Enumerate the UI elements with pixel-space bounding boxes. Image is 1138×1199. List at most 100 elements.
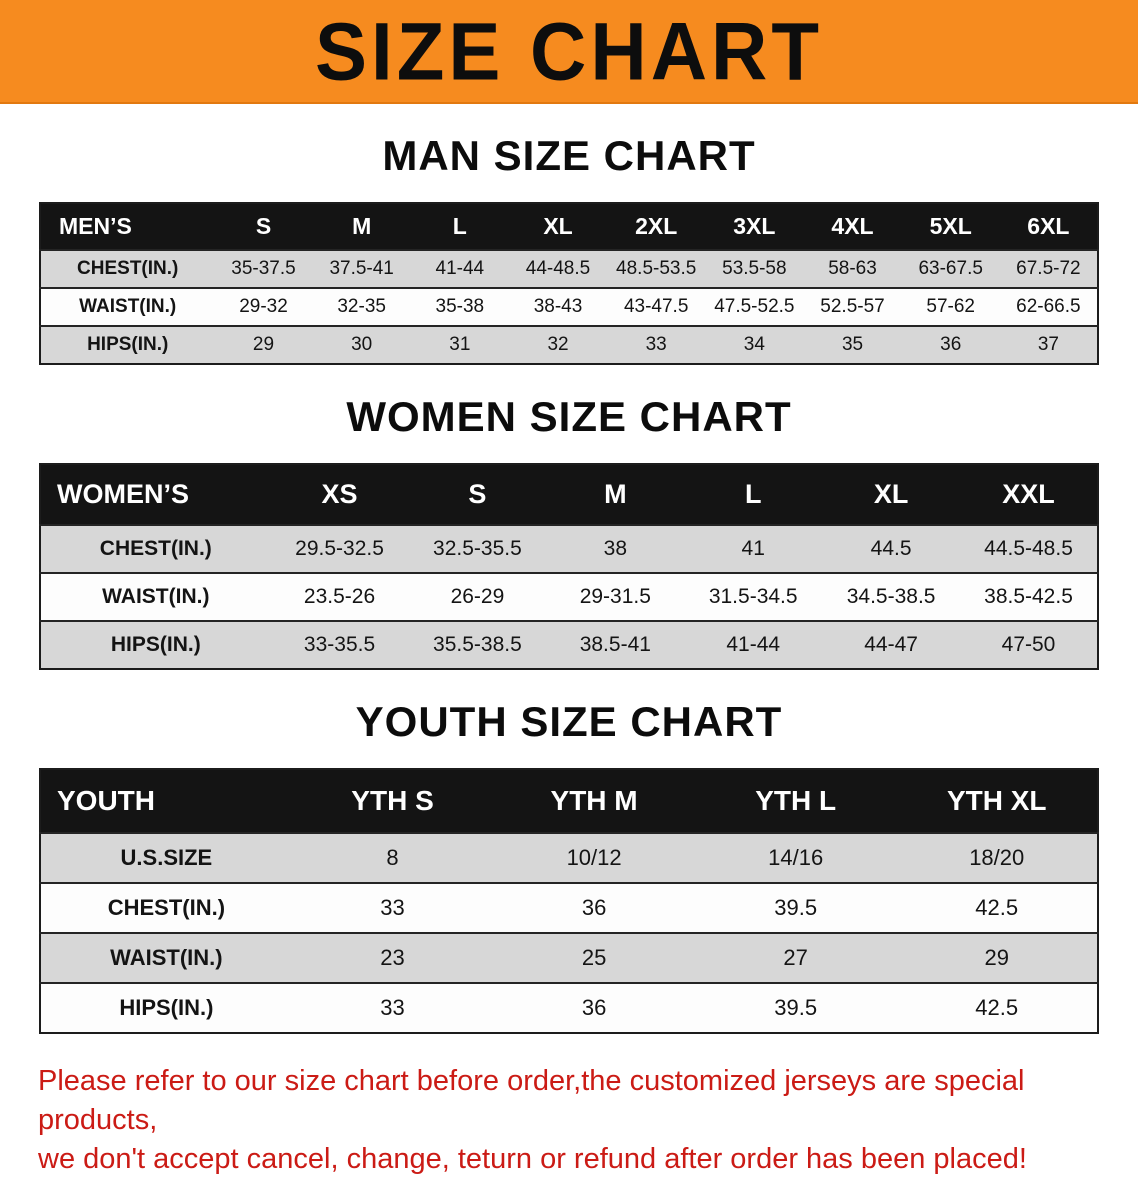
measure-label: WAIST(IN.) — [102, 585, 210, 608]
size-value-cell: 48.5-53.5 — [616, 258, 697, 279]
size-value-cell: 38.5-42.5 — [984, 585, 1073, 608]
size-value-cell: 30 — [351, 334, 373, 355]
women-section-heading: WOMEN SIZE CHART — [346, 393, 792, 440]
size-value-cell: 41 — [741, 537, 765, 560]
size-value-cell: 29-31.5 — [579, 585, 651, 608]
size-column-header: 3XL — [733, 213, 776, 239]
size-value-cell: 57-62 — [926, 296, 975, 317]
youth-size-table: YOUTH YTH S YTH M YTH L YTH XL U.S.SIZE 8 10/12… — [39, 768, 1099, 1034]
table-corner-label: MEN’S — [59, 213, 132, 239]
size-column-header: XXL — [1002, 479, 1055, 509]
size-value-cell: 32.5-35.5 — [433, 537, 522, 560]
size-value-cell: 39.5 — [774, 995, 818, 1020]
size-value-cell: 23.5-26 — [303, 585, 376, 608]
size-column-header: 4XL — [831, 213, 874, 239]
size-value-cell: 44-48.5 — [525, 258, 591, 279]
size-value-cell: 43-47.5 — [623, 296, 689, 317]
size-value-cell: 29 — [984, 945, 1009, 970]
size-value-cell: 33-35.5 — [303, 633, 376, 656]
size-value-cell: 34 — [743, 334, 765, 355]
size-value-cell: 36 — [940, 334, 962, 355]
size-value-cell: 35-37.5 — [231, 258, 296, 279]
size-value-cell: 29 — [252, 334, 275, 355]
size-value-cell: 34.5-38.5 — [846, 585, 936, 608]
youth-section-heading: YOUTH SIZE CHART — [355, 698, 783, 745]
disclaimer-line-1: Please refer to our size chart before or… — [38, 1065, 1025, 1137]
size-column-header: YTH L — [755, 785, 837, 816]
size-value-cell: 33 — [380, 995, 405, 1020]
youth-section: YOUTH SIZE CHART YOUTH YTH S YTH M YTH L YTH… — [0, 698, 1138, 1034]
men-size-table: MEN’S S M L XL 2XL 3XL 4XL 5XL 6XL CHEST(IN.) 35-37… — [39, 202, 1099, 365]
size-column-header: YTH M — [550, 785, 638, 816]
table-row: WAIST(IN.) 29-32 32-35 35-38 38-43 43-47.5 47.… — [40, 288, 1098, 326]
size-value-cell: 31.5-34.5 — [708, 585, 798, 608]
table-corner-label: YOUTH — [57, 785, 155, 816]
measure-label: HIPS(IN.) — [87, 334, 169, 355]
size-value-cell: 41-44 — [726, 633, 781, 656]
size-value-cell: 62-66.5 — [1016, 296, 1081, 317]
size-value-cell: 23 — [380, 945, 405, 970]
size-value-cell: 14/16 — [768, 845, 824, 870]
size-value-cell: 38.5-41 — [579, 633, 651, 656]
size-column-header: YTH XL — [946, 785, 1047, 816]
size-value-cell: 33 — [380, 895, 405, 920]
size-value-cell: 25 — [581, 945, 607, 970]
banner: SIZE CHART — [0, 0, 1138, 104]
size-value-cell: 63-67.5 — [918, 258, 983, 279]
measure-label: CHEST(IN.) — [77, 258, 179, 279]
size-column-header: M — [604, 479, 627, 509]
size-column-header: XS — [321, 479, 358, 509]
measure-label: HIPS(IN.) — [119, 995, 214, 1020]
table-row: WAIST(IN.) 23.5-26 26-29 29-31.5 31.5-34.5 34… — [40, 573, 1098, 621]
table-row: HIPS(IN.) 33-35.5 35.5-38.5 38.5-41 41-44 44-… — [40, 621, 1098, 669]
table-row: CHEST(IN.) 29.5-32.5 32.5-35.5 38 41 44.5 44.5… — [40, 525, 1098, 573]
size-value-cell: 41-44 — [435, 258, 485, 279]
size-value-cell: 36 — [581, 995, 607, 1020]
size-value-cell: 29.5-32.5 — [295, 537, 384, 560]
size-value-cell: 52.5-57 — [820, 296, 885, 317]
measure-label: U.S.SIZE — [120, 845, 213, 870]
disclaimer-line-2: we don't accept cancel, change, teturn o… — [38, 1143, 1027, 1176]
table-row: HIPS(IN.) 29 30 31 32 33 34 35 36 37 — [40, 326, 1098, 364]
measure-label: CHEST(IN.) — [107, 895, 226, 920]
women-size-table: WOMEN’S XS S M L XL XXL CHEST(IN.) 29.5-32.5 32.5… — [39, 463, 1099, 670]
table-header-row: WOMEN’S XS S M L XL XXL — [40, 464, 1098, 525]
size-value-cell: 38-43 — [533, 296, 583, 317]
table-corner-label: WOMEN’S — [57, 479, 189, 509]
size-value-cell: 8 — [386, 845, 399, 870]
table-row: WAIST(IN.) 23 25 27 29 — [40, 933, 1098, 983]
size-value-cell: 33 — [645, 334, 667, 355]
size-value-cell: 18/20 — [969, 845, 1025, 870]
size-column-header: YTH S — [351, 785, 434, 816]
size-value-cell: 44.5-48.5 — [984, 537, 1073, 560]
size-value-cell: 38 — [603, 537, 627, 560]
size-value-cell: 44.5 — [870, 537, 912, 560]
size-value-cell: 58-63 — [828, 258, 877, 279]
men-section: MAN SIZE CHART MEN’S S M L XL 2XL 3XL 4XL 5XL 6XL… — [0, 132, 1138, 365]
size-value-cell: 29-32 — [239, 296, 288, 317]
measure-label: WAIST(IN.) — [79, 296, 177, 317]
size-value-cell: 37.5-41 — [329, 258, 394, 279]
size-column-header: XL — [873, 479, 909, 509]
size-value-cell: 32 — [547, 334, 569, 355]
table-header-row: MEN’S S M L XL 2XL 3XL 4XL 5XL 6XL — [40, 203, 1098, 250]
size-value-cell: 47-50 — [1001, 633, 1056, 656]
size-column-header: XL — [543, 213, 573, 239]
size-value-cell: 42.5 — [975, 995, 1019, 1020]
size-column-header: 2XL — [635, 213, 678, 239]
size-column-header: 6XL — [1027, 213, 1070, 239]
women-section: WOMEN SIZE CHART WOMEN’S XS S M L XL XXL CHEST(… — [0, 393, 1138, 670]
measure-label: CHEST(IN.) — [99, 537, 212, 560]
size-column-header: 5XL — [929, 213, 972, 239]
size-value-cell: 26-29 — [450, 585, 505, 608]
size-value-cell: 35.5-38.5 — [433, 633, 522, 656]
size-column-header: S — [255, 213, 272, 239]
size-value-cell: 67.5-72 — [1016, 258, 1081, 279]
table-row: CHEST(IN.) 33 36 39.5 42.5 — [40, 883, 1098, 933]
table-row: CHEST(IN.) 35-37.5 37.5-41 41-44 44-48.5 48.5… — [40, 250, 1098, 288]
table-row: U.S.SIZE 8 10/12 14/16 18/20 — [40, 833, 1098, 883]
measure-label: WAIST(IN.) — [110, 945, 223, 970]
size-column-header: L — [744, 479, 762, 509]
disclaimer-text: Please refer to our size chart before or… — [38, 1062, 1100, 1179]
size-value-cell: 44-47 — [864, 633, 918, 656]
